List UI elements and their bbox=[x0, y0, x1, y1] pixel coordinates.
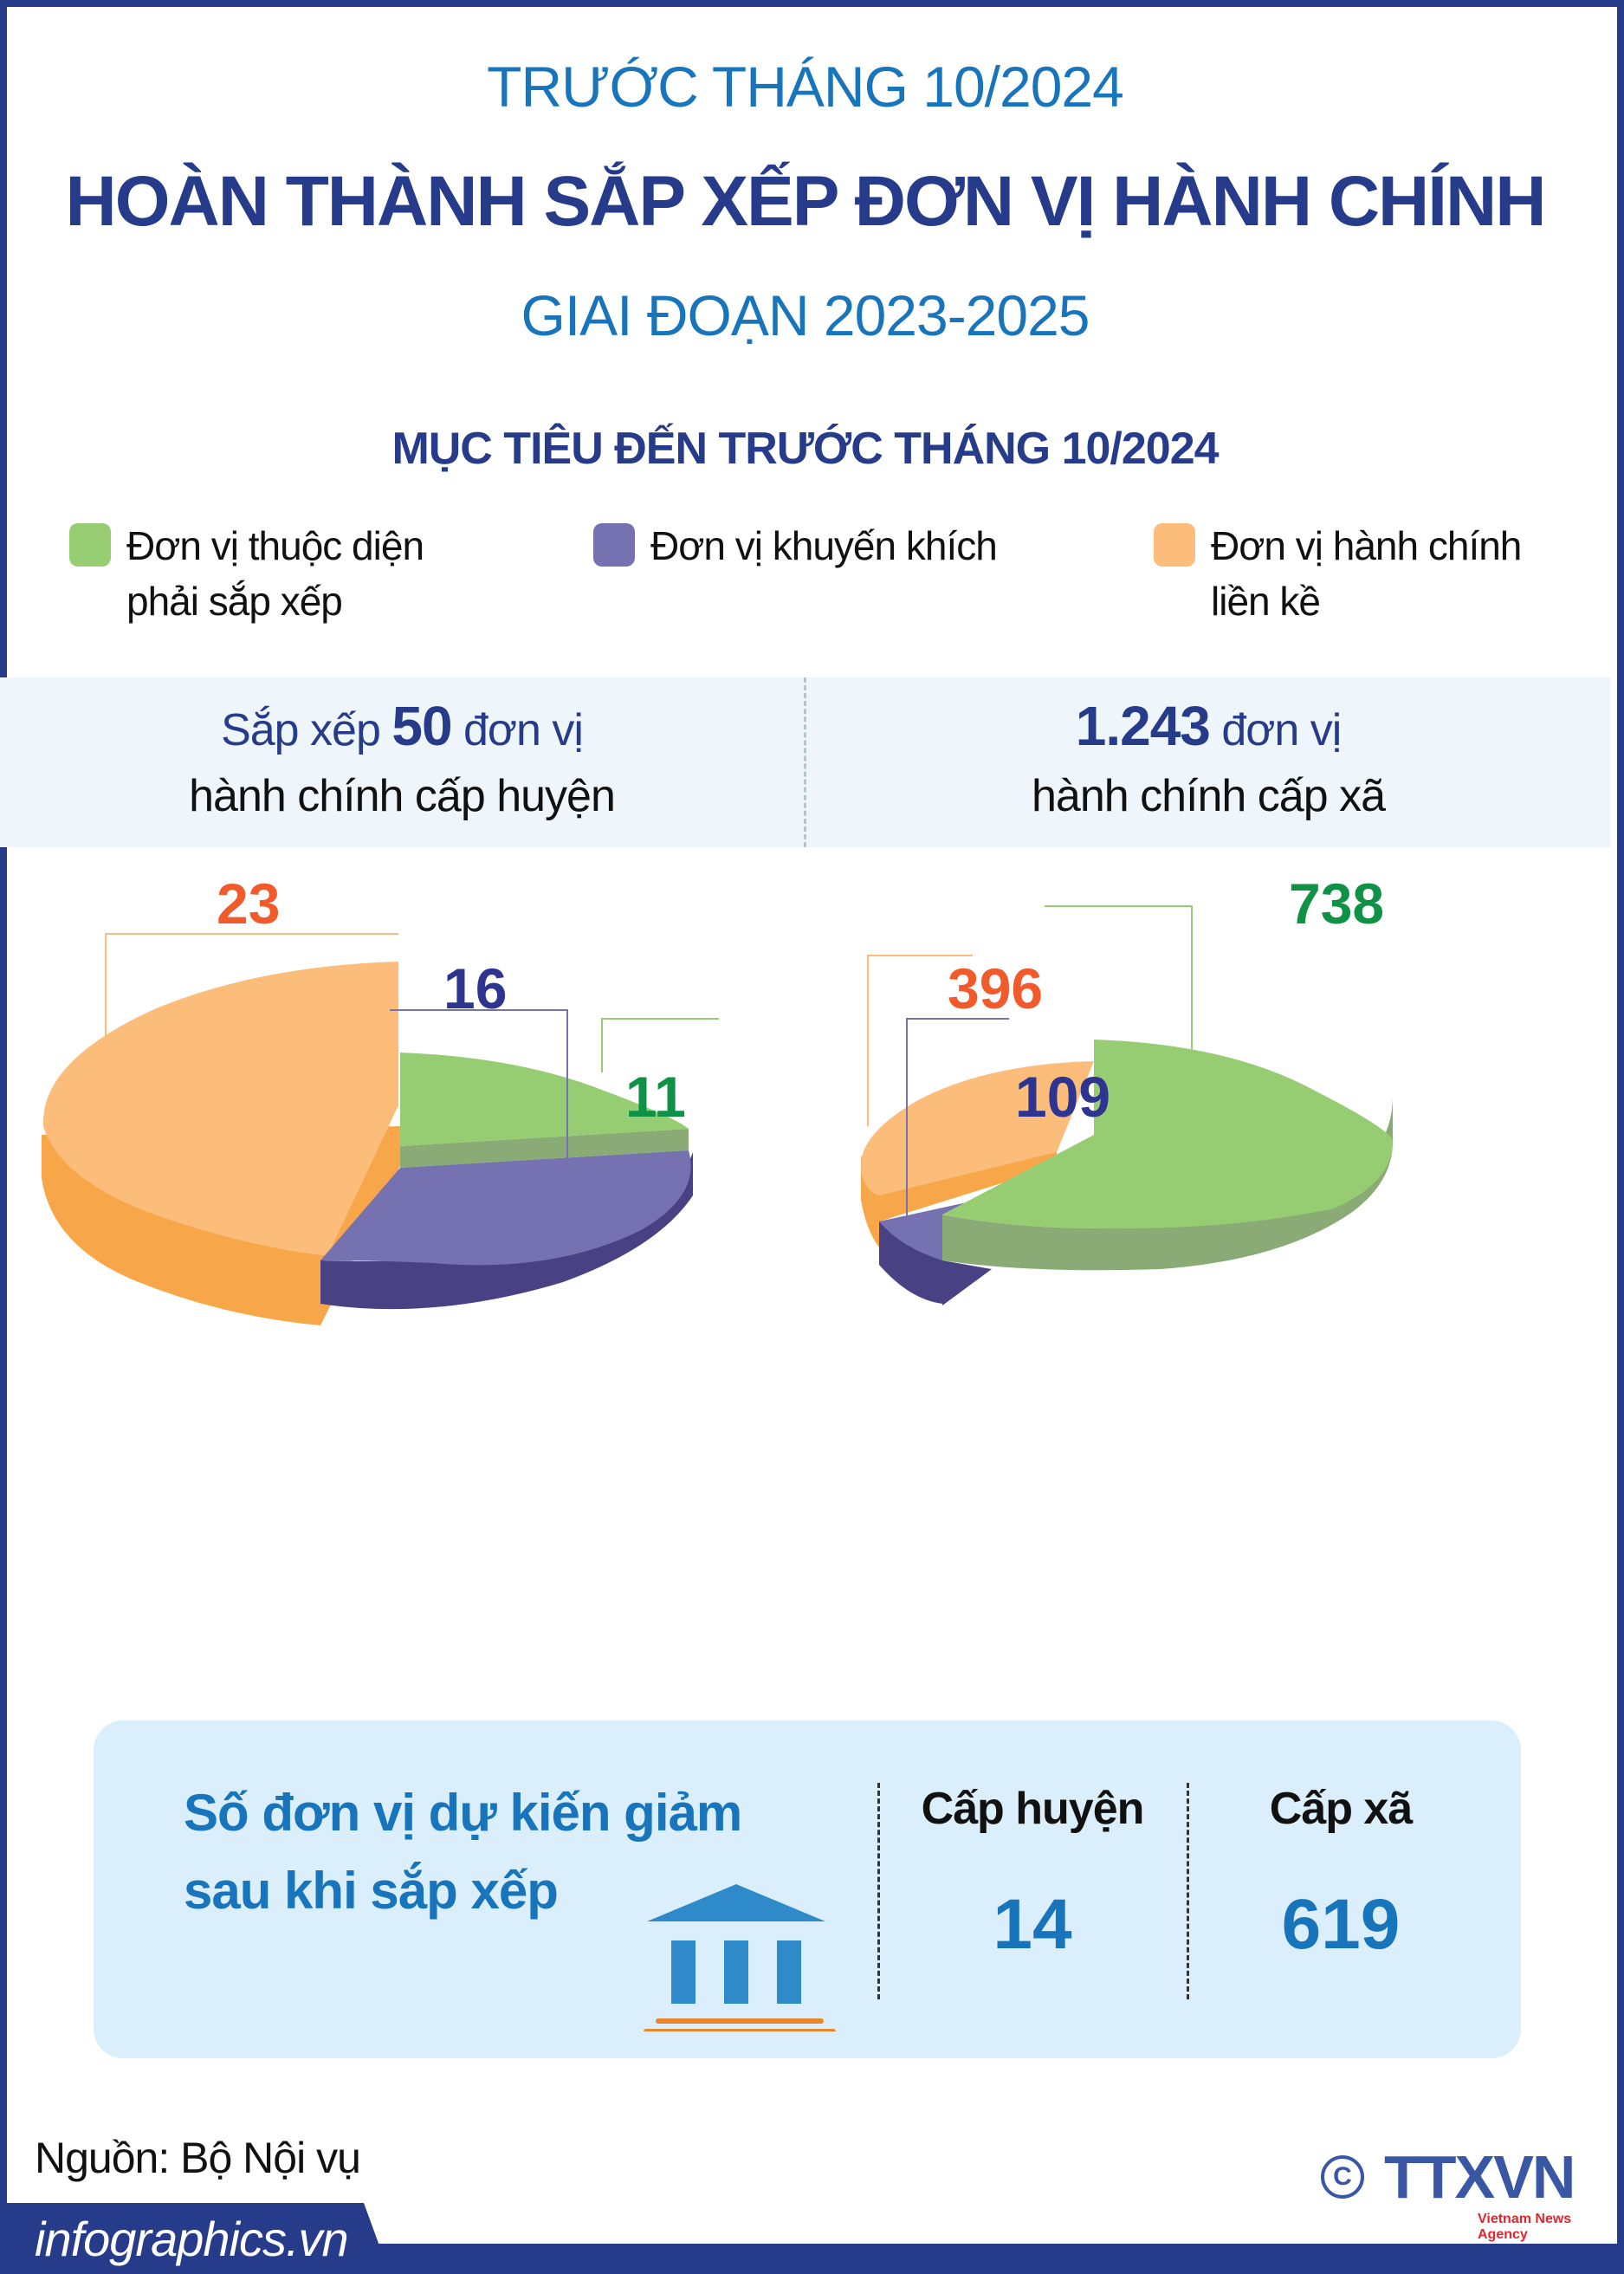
district-column-header: Cấp huyện bbox=[921, 1784, 1145, 1834]
legend-label: phải sắp xếp bbox=[126, 579, 343, 624]
green-slice-top bbox=[942, 1040, 1393, 1229]
period-title: GIAI ĐOẠN 2023-2025 bbox=[521, 283, 1090, 347]
source-text: Nguồn: Bộ Nội vụ bbox=[35, 2134, 361, 2182]
legend-item-encouraged: Đơn vị khuyến khích bbox=[593, 518, 998, 573]
commune-pie-chart bbox=[860, 905, 1393, 1305]
leader-line-green bbox=[601, 1018, 719, 1072]
summary-title: Số đơn vị dự kiến giảm sau khi sắp xếp bbox=[184, 1774, 742, 1930]
legend-item-adjacent: Đơn vị hành chính liền kề bbox=[1154, 518, 1522, 629]
district-label: hành chính cấp huyện bbox=[189, 771, 616, 821]
commune-encouraged-value: 109 bbox=[1015, 1065, 1111, 1129]
legend-item-required: Đơn vị thuộc diện phải sắp xếp bbox=[69, 518, 424, 629]
commune-total: 1.243 bbox=[1075, 695, 1211, 757]
section-title: MỤC TIÊU ĐẾN TRƯỚC THÁNG 10/2024 bbox=[391, 424, 1219, 474]
reduction-summary-box bbox=[94, 1720, 1521, 2058]
purple-slice-side bbox=[879, 1221, 942, 1304]
green-swatch-icon bbox=[69, 523, 111, 567]
summary-divider bbox=[877, 1783, 880, 1999]
purple-slice-side bbox=[320, 1152, 693, 1310]
pre-title: TRƯỚC THÁNG 10/2024 bbox=[487, 55, 1124, 119]
footer-tab bbox=[0, 2203, 390, 2274]
district-encouraged-value: 16 bbox=[443, 956, 508, 1020]
band-divider bbox=[804, 677, 806, 847]
legend-label: liền kề bbox=[1211, 579, 1321, 624]
leader-line-green bbox=[1045, 905, 1193, 1081]
commune-adjacent-value: 396 bbox=[948, 956, 1044, 1020]
commune-suffix: đơn vị bbox=[1209, 705, 1342, 755]
district-pie-chart bbox=[42, 933, 719, 1325]
purple-swatch-icon bbox=[593, 523, 635, 567]
green-slice-side bbox=[400, 1129, 689, 1168]
legend-label: Đơn vị khuyến khích bbox=[650, 523, 998, 568]
leader-line-orange bbox=[867, 955, 973, 1126]
commune-required-value: 738 bbox=[1289, 871, 1385, 936]
district-required-value: 11 bbox=[625, 1065, 686, 1129]
summary-title-line2: sau khi sắp xếp bbox=[184, 1862, 559, 1920]
purple-slice-top bbox=[320, 1150, 691, 1266]
orange-swatch-icon bbox=[1154, 523, 1195, 567]
purple-slice-side-inner bbox=[942, 1260, 992, 1305]
site-link[interactable]: infographics.vn bbox=[35, 2212, 349, 2266]
green-slice-top bbox=[400, 1053, 689, 1146]
district-suffix: đơn vị bbox=[451, 705, 584, 755]
district-summary: Sắp xếp 50 đơn vị hành chính cấp huyện bbox=[0, 693, 804, 829]
legend-label: Đơn vị thuộc diện bbox=[126, 523, 424, 568]
district-reduction-value: 14 bbox=[993, 1885, 1072, 1964]
purple-slice-top bbox=[879, 1200, 979, 1221]
district-adjacent-value: 23 bbox=[217, 871, 281, 936]
legend-label: Đơn vị hành chính bbox=[1211, 523, 1522, 568]
leader-line-purple bbox=[390, 1009, 568, 1159]
district-prefix: Sắp xếp bbox=[221, 705, 392, 755]
government-building-icon bbox=[644, 1884, 836, 2031]
commune-reduction-value: 619 bbox=[1281, 1885, 1401, 1964]
orange-slice-top bbox=[860, 1061, 1094, 1195]
commune-summary: 1.243 đơn vị hành chính cấp xã bbox=[806, 693, 1610, 829]
commune-column-header: Cấp xã bbox=[1269, 1784, 1414, 1834]
orange-slice-top bbox=[42, 962, 398, 1256]
leader-line-orange bbox=[105, 933, 398, 1148]
purple-slice-top-2 bbox=[879, 1197, 996, 1260]
district-total: 50 bbox=[391, 695, 452, 757]
summary-title-line1: Số đơn vị dự kiến giảm bbox=[184, 1784, 742, 1842]
green-slice-side bbox=[942, 1096, 1393, 1271]
main-title: HOÀN THÀNH SẮP XẾP ĐƠN VỊ HÀNH CHÍNH bbox=[65, 162, 1547, 241]
summary-divider bbox=[1187, 1783, 1189, 1999]
ttxvn-subtitle: Vietnam News Agency bbox=[1478, 2212, 1572, 2242]
copyright-icon: C bbox=[1321, 2155, 1364, 2199]
ttxvn-logo: TTXVN bbox=[1384, 2143, 1575, 2211]
leader-line-purple bbox=[906, 1018, 1009, 1215]
commune-label: hành chính cấp xã bbox=[1032, 771, 1386, 821]
